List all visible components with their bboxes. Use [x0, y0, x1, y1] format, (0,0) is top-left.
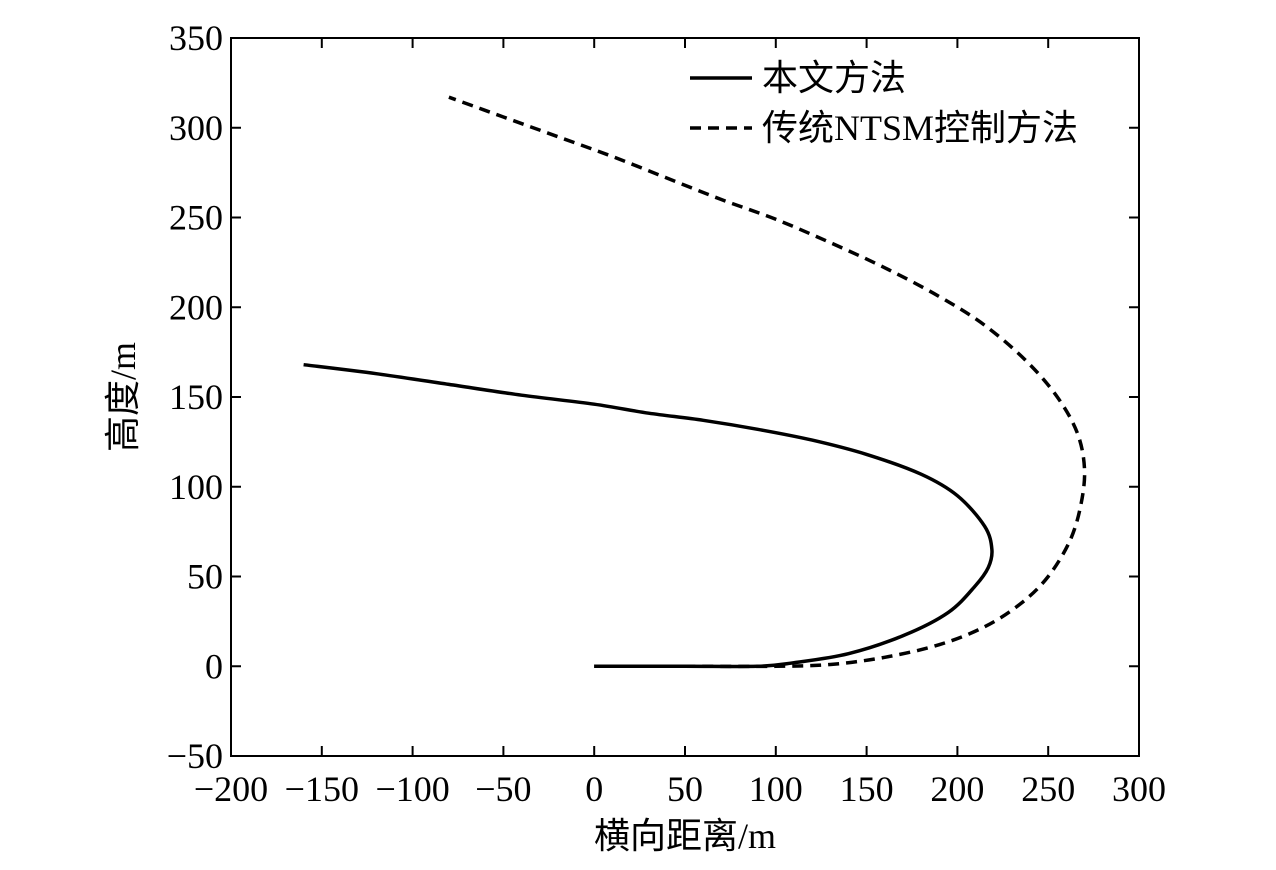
x-tick-label: −200 [194, 769, 268, 809]
x-tick-label: 50 [667, 769, 703, 809]
legend-label: 本文方法 [762, 58, 906, 98]
y-axis-title: 高度/m [103, 342, 143, 452]
x-tick-label: −50 [475, 769, 531, 809]
series-line-proposed [303, 362, 994, 669]
y-tick-label: 200 [169, 287, 223, 327]
y-tick-label: 100 [169, 467, 223, 507]
x-tick-label: 250 [1021, 769, 1075, 809]
x-tick-label: 0 [585, 769, 603, 809]
y-tick-label: 350 [169, 18, 223, 58]
series-line-ntsm [448, 95, 1087, 669]
legend-label: 传统NTSM控制方法 [762, 108, 1078, 148]
axes: −200 −150 −100 −50 0 50 100 150 200 250 300 −50 0 50 1… [167, 18, 1166, 809]
x-tick-label: −150 [285, 769, 359, 809]
x-tick-label: −100 [375, 769, 449, 809]
y-tick-label: 0 [205, 646, 223, 686]
x-tick-label: 200 [930, 769, 984, 809]
y-tick-label: 150 [169, 377, 223, 417]
x-tick-label: 300 [1112, 769, 1166, 809]
x-axis-title: 横向距离/m [594, 816, 776, 856]
series-layer [303, 95, 1087, 669]
y-tick-label: 300 [169, 108, 223, 148]
y-tick-label: −50 [167, 736, 223, 776]
y-tick-label: 250 [169, 198, 223, 238]
x-tick-label: 150 [840, 769, 894, 809]
y-tick-label: 50 [187, 557, 223, 597]
x-tick-label: 100 [749, 769, 803, 809]
